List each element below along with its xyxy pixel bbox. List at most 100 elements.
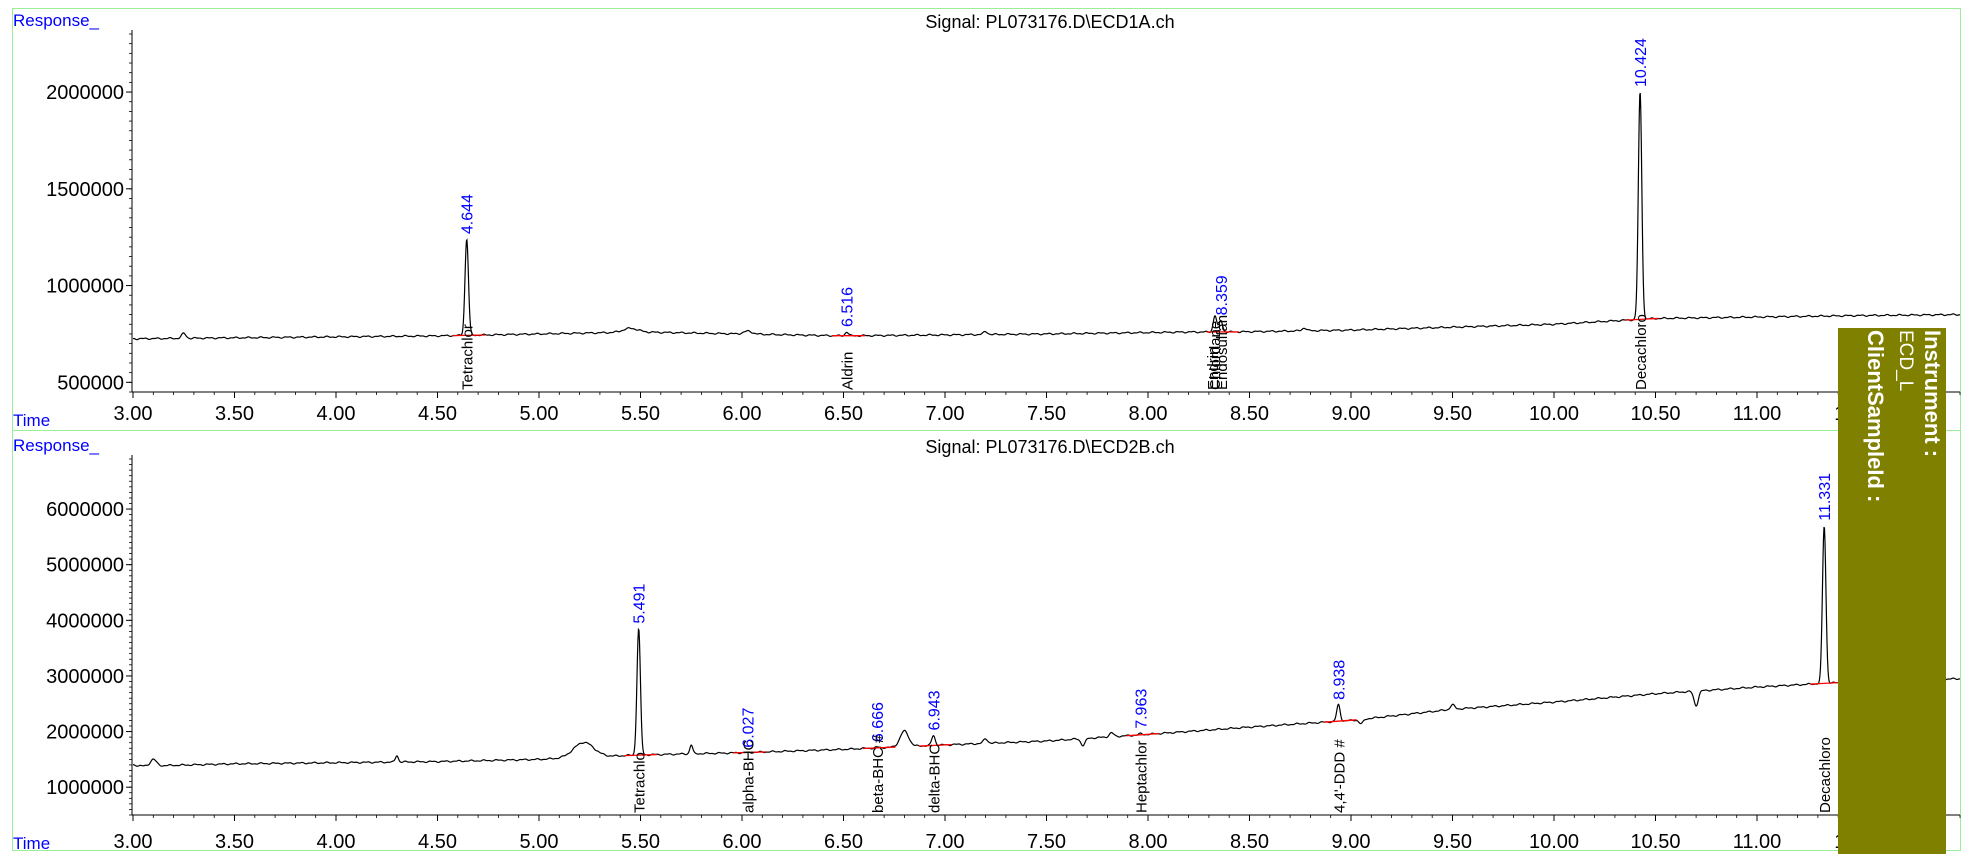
x-tick-label: 7.50: [1027, 403, 1066, 425]
peak-baseline: [919, 744, 952, 747]
x-tick-label: 3.50: [215, 403, 254, 425]
x-tick-label: 7.00: [926, 403, 965, 425]
instrument-side-panel: Instrument : ECD_L ClientSampleId :: [1838, 328, 1946, 854]
peak-rt-label: 11.331: [1817, 473, 1834, 521]
signal-trace: [132, 526, 1961, 767]
axes: 500000 1000000 1500000 2000000: [46, 30, 1960, 394]
x-tick-label: 9.00: [1332, 403, 1371, 425]
x-tick-label: 8.00: [1129, 831, 1168, 853]
y-tick-label: 3000000: [46, 666, 124, 688]
x-axis-label: Time: [13, 834, 50, 853]
peak-rt-label: 4.644: [460, 194, 477, 234]
peak-rt-label: 6.027: [740, 708, 757, 748]
peak-baseline: [1809, 681, 1843, 685]
axes: 1000000 2000000 3000000 4000000 5000000 60000…: [46, 455, 1960, 816]
x-tick-label: 4.50: [418, 831, 457, 853]
peak-baseline: [1625, 317, 1659, 321]
peak-rt-label: 8.938: [1331, 660, 1348, 700]
chart-title: Signal: PL073176.D\ECD2B.ch: [925, 437, 1174, 457]
peak-compound-label: Heptachlor: [1133, 740, 1150, 813]
x-tick-label: 5.00: [520, 831, 559, 853]
peak-rt-label: 6.666: [870, 702, 887, 742]
x-tick-label: 4.00: [317, 831, 356, 853]
report-frame: [12, 8, 1961, 851]
x-tick-label: 9.50: [1433, 403, 1472, 425]
chart-panel-ecd2b: Response_ Time Signal: PL073176.D\ECD2B.…: [13, 436, 1961, 853]
y-axis-label: Response_: [13, 436, 100, 455]
x-tick-label: 10.00: [1529, 831, 1579, 853]
x-tick-label: 8.50: [1230, 831, 1269, 853]
y-tick-label: 5000000: [46, 555, 124, 577]
x-tick-label: 4.00: [317, 403, 356, 425]
peak-rt-label: 7.963: [1133, 689, 1150, 729]
peak-compound-label: Chlordane: [1207, 321, 1224, 390]
peak-compound-label: delta-BHC: [926, 744, 943, 813]
x-axis-label: Time: [13, 411, 50, 430]
x-tick-label: 6.00: [723, 403, 762, 425]
y-tick-label: 4000000: [46, 610, 124, 632]
y-tick-label: 1000000: [46, 276, 124, 298]
x-tick-label: 5.00: [520, 403, 559, 425]
peak-baseline: [733, 751, 766, 754]
peak-compound-label: Tetrachlor: [460, 324, 477, 390]
x-tick-labels: 3.00 3.50 4.00 4.50 5.00 5.50 6.00 6.50 7.00 7.50…: [114, 392, 1961, 425]
peak-compound-label: Endosulfan: [1214, 315, 1231, 390]
peak-baseline: [862, 746, 896, 750]
x-tick-label: 7.50: [1027, 831, 1066, 853]
x-tick-label: 6.50: [824, 831, 863, 853]
y-tick-label: 500000: [57, 372, 124, 394]
signal-trace: [133, 92, 1961, 341]
x-tick-label: 3.00: [114, 831, 153, 853]
y-tick-label: 1500000: [46, 179, 124, 201]
chart-panel-ecd1a: Response_ Time Signal: PL073176.D\ECD1A.…: [13, 11, 1961, 430]
x-tick-labels: 3.00 3.50 4.00 4.50 5.00 5.50 6.00 6.50 7.00 7.50…: [114, 815, 1961, 853]
side-panel-background: [1838, 328, 1946, 854]
x-tick-label: 10.00: [1529, 403, 1579, 425]
peak-compound-label: Decachloro: [1633, 314, 1650, 390]
client-sample-id-label: ClientSampleId :: [1863, 330, 1888, 502]
x-tick-label: 8.00: [1129, 403, 1168, 425]
y-tick-label: 2000000: [46, 722, 124, 744]
x-tick-label: 3.00: [114, 403, 153, 425]
x-tick-label: 11.00: [1733, 403, 1782, 425]
peak-compound-label: beta-BHC #: [870, 734, 887, 813]
peak-rt-label: 8.359: [1214, 275, 1231, 315]
peak-baseline: [1126, 732, 1159, 737]
peak-rt-label: 6.516: [840, 287, 857, 327]
y-axis-label: Response_: [13, 11, 100, 30]
peak-rt-label: 6.943: [926, 690, 943, 730]
peak-baseline: [624, 753, 657, 757]
peak-rt-label: 5.491: [632, 584, 649, 624]
x-tick-label: 9.00: [1332, 831, 1371, 853]
x-tick-label: 10.50: [1630, 831, 1680, 853]
y-tick-label: 2000000: [46, 82, 124, 104]
chart-title: Signal: PL073176.D\ECD1A.ch: [925, 12, 1174, 32]
x-tick-label: 4.50: [418, 403, 457, 425]
x-tick-label: 6.50: [824, 403, 863, 425]
x-tick-label: 10.50: [1630, 403, 1680, 425]
instrument-value: ECD_L: [1895, 330, 1916, 391]
x-tick-label: 8.50: [1230, 403, 1269, 425]
x-tick-label: 5.50: [621, 403, 660, 425]
peak-baseline: [1324, 719, 1357, 723]
x-tick-label: 6.00: [723, 831, 762, 853]
y-tick-label: 6000000: [46, 499, 124, 521]
x-tick-label: 5.50: [621, 831, 660, 853]
x-tick-label: 11.00: [1733, 831, 1782, 853]
peak-compound-label: Decachloro: [1817, 737, 1834, 813]
peak-rt-label: 10.424: [1633, 38, 1650, 87]
peak-compound-label: Aldrin: [840, 352, 857, 390]
y-tick-label: 1000000: [46, 777, 124, 799]
peak-compound-label: alpha-BHC: [740, 739, 757, 813]
peak-baseline: [452, 334, 486, 337]
x-tick-label: 9.50: [1433, 831, 1472, 853]
x-tick-label: 7.00: [926, 831, 965, 853]
peak-compound-label: Tetrachlo: [632, 752, 649, 813]
peak-compound-label: Endrin: [1205, 347, 1222, 390]
instrument-label: Instrument :: [1920, 330, 1945, 457]
peak-compound-label: 4,4'-DDD #: [1331, 739, 1348, 813]
peak-annotations: 4.644 Tetrachlor 6.516 Aldrin 8.359Endosulfa…: [452, 38, 1659, 390]
x-tick-label: 3.50: [215, 831, 254, 853]
